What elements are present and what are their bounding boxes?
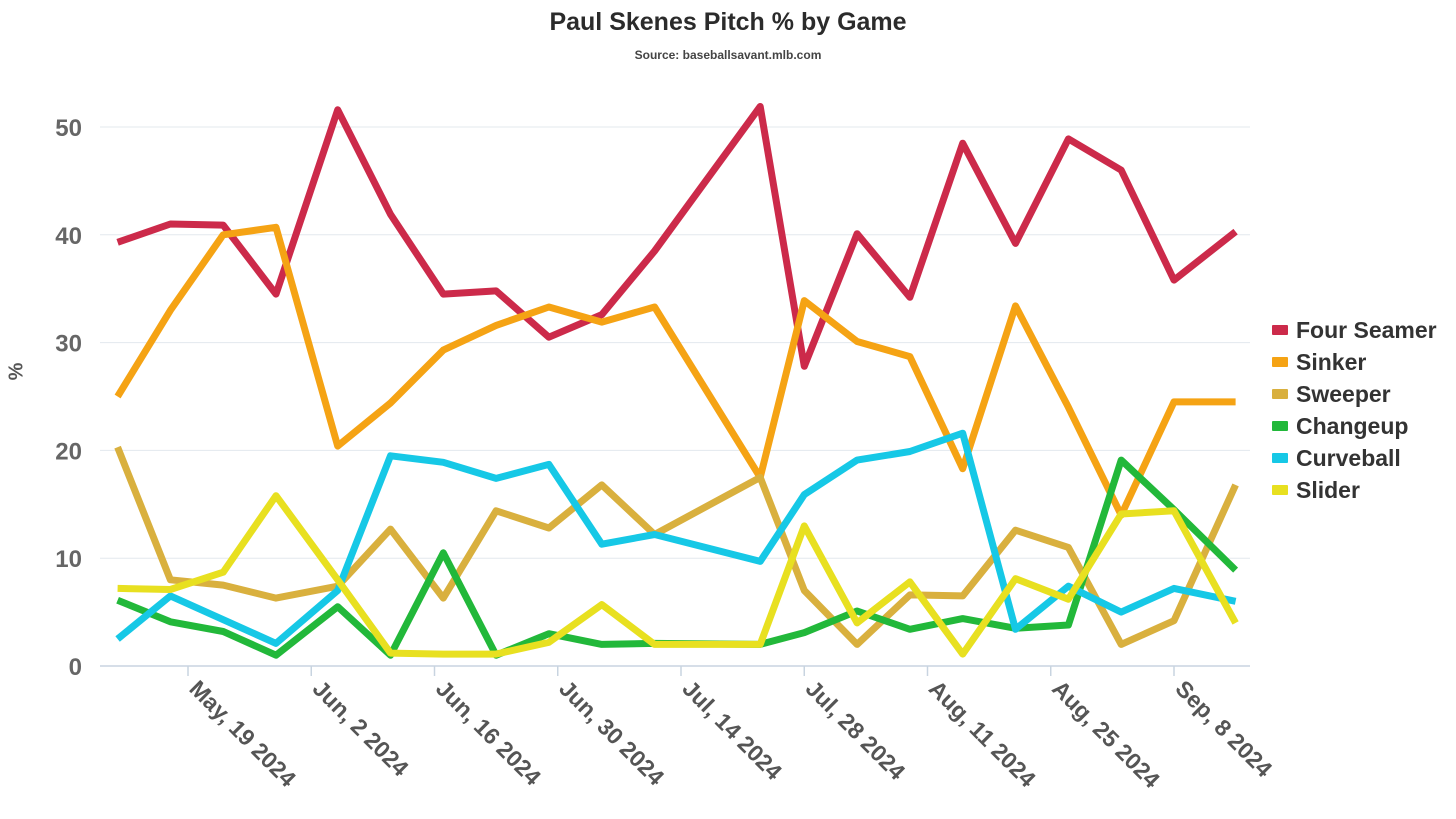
legend-label: Slider <box>1296 476 1360 503</box>
x-axis-ticks: May, 19 2024 Jun, 2 2024 Jun, 16 2024 Jun, … <box>184 666 1278 793</box>
y-tick-label: 40 <box>55 223 82 250</box>
series-line-four-seamer <box>116 103 1238 370</box>
legend-swatch <box>1272 453 1288 463</box>
legend-label: Sweeper <box>1296 380 1391 407</box>
y-tick-label: 50 <box>55 115 82 142</box>
legend-swatch <box>1272 421 1288 431</box>
x-tick-label: Sep, 8 2024 <box>1170 675 1277 782</box>
legend-item[interactable]: Slider <box>1272 474 1437 506</box>
chart-subtitle: Source: baseballsavant.mlb.com <box>634 48 822 62</box>
series-line-changeup <box>116 456 1239 659</box>
x-tick-label: Jun, 16 2024 <box>431 675 546 790</box>
legend-item[interactable]: Sweeper <box>1272 378 1437 410</box>
chart-title: Paul Skenes Pitch % by Game <box>549 8 907 36</box>
series-line-sweeper <box>114 445 1239 648</box>
x-tick-label: Jul, 28 2024 <box>801 675 911 785</box>
legend: Four Seamer Sinker Sweeper Changeup Curvebal… <box>1272 314 1437 506</box>
x-tick-label: Jun, 2 2024 <box>308 675 414 781</box>
legend-label: Sinker <box>1296 348 1367 375</box>
series-lines <box>114 103 1239 659</box>
legend-label: Curveball <box>1296 444 1401 471</box>
y-tick-label: 10 <box>55 546 82 573</box>
series-line-curveball <box>115 429 1237 647</box>
series-line-slider <box>117 492 1239 658</box>
x-tick-label: May, 19 2024 <box>184 675 301 792</box>
x-tick-label: Jul, 14 2024 <box>677 675 787 785</box>
legend-swatch <box>1272 389 1288 399</box>
legend-swatch <box>1272 325 1288 335</box>
gridlines <box>100 126 1250 667</box>
legend-label: Changeup <box>1296 412 1409 439</box>
y-tick-label: 0 <box>69 654 82 681</box>
x-tick-label: Jun, 30 2024 <box>554 675 669 790</box>
x-tick-label: Aug, 25 2024 <box>1047 675 1165 793</box>
legend-label: Four Seamer <box>1296 316 1437 343</box>
y-tick-label: 30 <box>55 331 82 358</box>
x-tick-label: Aug, 11 2024 <box>924 675 1041 792</box>
legend-item[interactable]: Changeup <box>1272 410 1437 442</box>
legend-swatch <box>1272 357 1288 367</box>
series-line-sinker <box>114 223 1236 519</box>
legend-item[interactable]: Four Seamer <box>1272 314 1437 346</box>
legend-swatch <box>1272 485 1288 495</box>
y-axis-ticks: 0 10 20 30 40 50 <box>55 115 82 681</box>
y-tick-label: 20 <box>55 438 82 465</box>
legend-item[interactable]: Sinker <box>1272 346 1437 378</box>
legend-item[interactable]: Curveball <box>1272 442 1437 474</box>
